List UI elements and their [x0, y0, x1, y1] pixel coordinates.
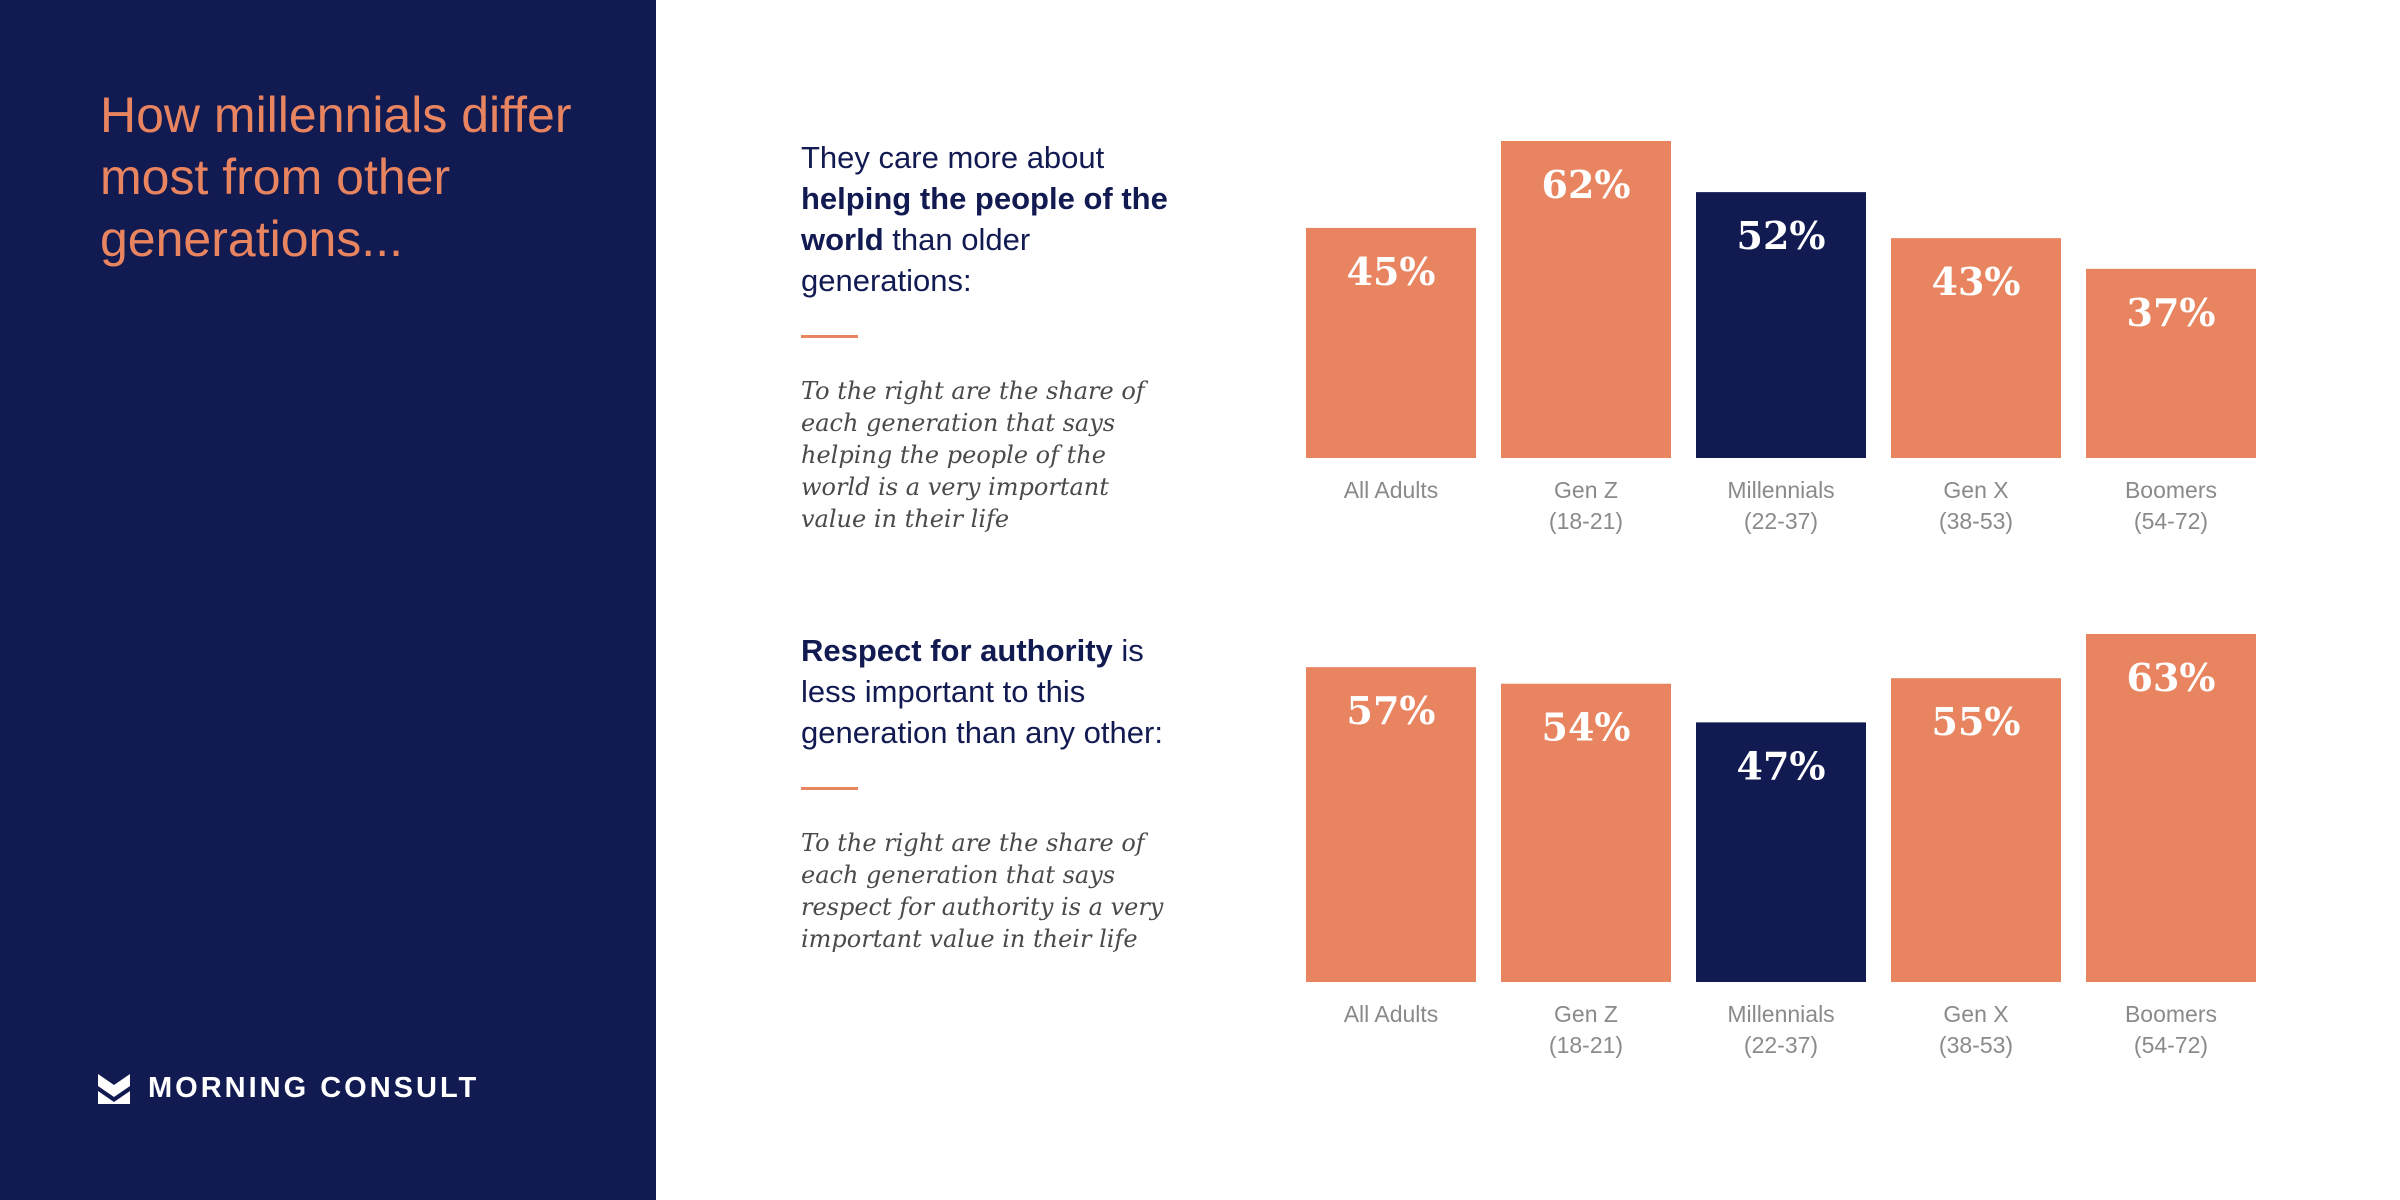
bar-helping-people-3: [1891, 238, 2061, 458]
panel-1-text: They care more about helping the people …: [801, 137, 1181, 535]
panel-1-statement-pre: They care more about: [801, 140, 1105, 175]
panel-1-statement-post: than older generations:: [801, 222, 1031, 298]
category-label-helping-people-3: Gen X (38-53): [1939, 477, 2013, 534]
bar-helping-people-0: [1306, 227, 1476, 458]
panel-2-statement-post: is less important to this generation tha…: [801, 633, 1163, 750]
bar-respect-authority-1: [1501, 683, 1671, 982]
data-label-respect-authority-0: 57%: [1347, 688, 1436, 733]
data-label-respect-authority-3: 55%: [1932, 699, 2021, 744]
category-label-helping-people-1: Gen Z (18-21): [1549, 477, 1623, 534]
data-label-helping-people-3: 43%: [1932, 259, 2021, 304]
category-label-respect-authority-3: Gen X (38-53): [1939, 1001, 2013, 1058]
morning-consult-logo-icon: [98, 1073, 130, 1104]
panel-2-text: Respect for authority is less important …: [801, 630, 1181, 955]
data-label-helping-people-4: 37%: [2127, 290, 2216, 335]
category-label-helping-people-4: Boomers (54-72): [2125, 477, 2217, 534]
data-label-helping-people-0: 45%: [1347, 249, 1436, 294]
panel-2-statement: Respect for authority is less important …: [801, 630, 1181, 753]
sidebar: How millennials differ most from other g…: [0, 0, 656, 1200]
category-label-respect-authority-0: All Adults: [1344, 1001, 1439, 1027]
data-label-helping-people-1: 62%: [1542, 162, 1631, 207]
bar-respect-authority-4: [2086, 634, 2256, 982]
panel-1-statement-bold: helping the people of the world: [801, 181, 1168, 257]
category-label-helping-people-2: Millennials (22-37): [1727, 477, 1834, 534]
panel-1-statement: They care more about helping the people …: [801, 137, 1181, 301]
category-label-helping-people-0: All Adults: [1344, 477, 1439, 503]
bar-helping-people-1: [1501, 141, 1671, 458]
category-label-respect-authority-4: Boomers (54-72): [2125, 1001, 2217, 1058]
bar-respect-authority-3: [1891, 678, 2061, 982]
panel-1-note: To the right are the share of each gener…: [801, 377, 1145, 533]
chart-helping-people: 45% All Adults 62% Gen Z (18-21) 52% Millennia…: [1306, 141, 2256, 534]
panel-1-divider: [801, 335, 858, 338]
data-label-helping-people-2: 52%: [1737, 213, 1826, 258]
panel-2-statement-bold: Respect for authority: [801, 633, 1113, 668]
data-label-respect-authority-4: 63%: [2127, 655, 2216, 700]
category-label-respect-authority-2: Millennials (22-37): [1727, 1001, 1834, 1058]
panel-2-divider: [801, 787, 858, 790]
data-label-respect-authority-2: 47%: [1737, 743, 1826, 788]
bar-helping-people-4: [2086, 268, 2256, 458]
panel-2-note: To the right are the share of each gener…: [801, 829, 1164, 953]
data-label-respect-authority-1: 54%: [1542, 705, 1631, 750]
headline: How millennials differ most from other g…: [100, 87, 572, 267]
brand-name: MORNING CONSULT: [148, 1072, 480, 1104]
bar-respect-authority-2: [1696, 722, 1866, 982]
bar-helping-people-2: [1696, 192, 1866, 458]
category-label-respect-authority-1: Gen Z (18-21): [1549, 1001, 1623, 1058]
chart-respect-authority: 57% All Adults 54% Gen Z (18-21) 47% Millennia…: [1306, 634, 2256, 1058]
bar-respect-authority-0: [1306, 667, 1476, 982]
brand: MORNING CONSULT: [98, 1072, 479, 1105]
